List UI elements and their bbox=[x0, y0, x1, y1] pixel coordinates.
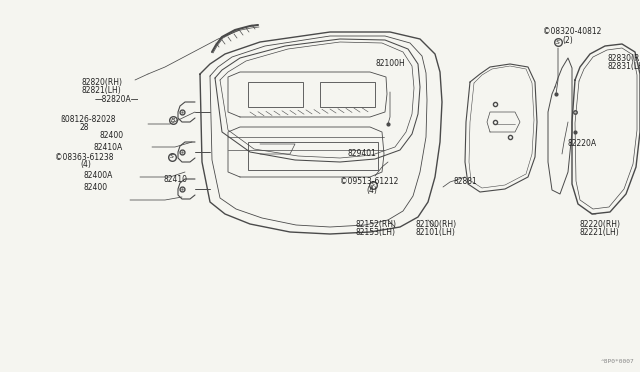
Text: 82400A: 82400A bbox=[84, 171, 113, 180]
Text: 82100H: 82100H bbox=[376, 60, 406, 68]
Text: 82830(RH): 82830(RH) bbox=[608, 54, 640, 62]
Text: 829401: 829401 bbox=[348, 150, 377, 158]
Text: 82821(LH): 82821(LH) bbox=[82, 86, 122, 94]
Text: 82100(RH): 82100(RH) bbox=[415, 219, 456, 228]
Text: ©08320-40812: ©08320-40812 bbox=[543, 28, 602, 36]
Text: S: S bbox=[556, 39, 560, 45]
Text: 82400: 82400 bbox=[100, 131, 124, 141]
Text: 82831(LH): 82831(LH) bbox=[608, 61, 640, 71]
Text: 28: 28 bbox=[80, 124, 90, 132]
Text: 82820(RH): 82820(RH) bbox=[82, 77, 123, 87]
Text: 82220A: 82220A bbox=[567, 140, 596, 148]
Text: B: B bbox=[171, 118, 175, 122]
Text: (2): (2) bbox=[562, 35, 573, 45]
Text: 82410A: 82410A bbox=[94, 144, 124, 153]
Text: 82152(RH): 82152(RH) bbox=[355, 219, 396, 228]
Text: ©09513-61212: ©09513-61212 bbox=[340, 177, 398, 186]
Text: (4): (4) bbox=[366, 186, 377, 195]
Text: 82410: 82410 bbox=[163, 176, 187, 185]
Text: (4): (4) bbox=[80, 160, 91, 170]
Text: 82220(RH): 82220(RH) bbox=[580, 219, 621, 228]
Text: 82153(LH): 82153(LH) bbox=[355, 228, 395, 237]
Text: 82400: 82400 bbox=[84, 183, 108, 192]
Text: S: S bbox=[170, 154, 174, 160]
Text: 82221(LH): 82221(LH) bbox=[580, 228, 620, 237]
Text: —82820A—: —82820A— bbox=[95, 94, 140, 103]
Text: S: S bbox=[371, 183, 375, 187]
Text: ^8P0*0007: ^8P0*0007 bbox=[601, 359, 635, 364]
Text: ß08126-82028: ß08126-82028 bbox=[60, 115, 115, 125]
Text: 82881: 82881 bbox=[453, 177, 477, 186]
Text: ©08363-61238: ©08363-61238 bbox=[55, 153, 113, 161]
Text: 82101(LH): 82101(LH) bbox=[415, 228, 455, 237]
